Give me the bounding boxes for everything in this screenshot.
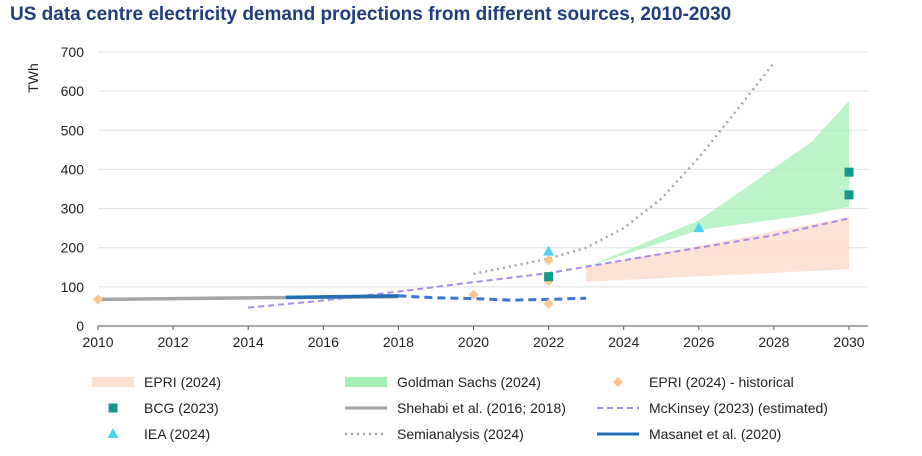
band-goldman-sachs-2024: [586, 100, 849, 268]
y-tick-label-100: 100: [61, 279, 85, 295]
y-tick-label-600: 600: [61, 83, 85, 99]
y-tick-label-700: 700: [61, 44, 85, 60]
x-tick-label-2012: 2012: [158, 334, 189, 350]
y-axis-label: TWh: [25, 63, 41, 93]
legend-label-6: IEA (2024): [144, 426, 210, 442]
legend-label-4: Shehabi et al. (2016; 2018): [397, 400, 566, 416]
x-tick-label-2024: 2024: [608, 334, 639, 350]
legend: EPRI (2024) Goldman Sachs (2024) EPRI (202…: [92, 374, 828, 442]
x-tick-label-2030: 2030: [833, 334, 864, 350]
x-tick-label-2022: 2022: [533, 334, 564, 350]
point-iea-0: [543, 245, 555, 256]
legend-label-2: EPRI (2024) - historical: [649, 374, 794, 390]
x-tick-label-2026: 2026: [683, 334, 714, 350]
legend-swatch-6: [107, 428, 119, 438]
chart-title: US data centre electricity demand projec…: [10, 4, 732, 25]
point-iea-1: [693, 222, 705, 233]
legend-label-7: Semianalysis (2024): [397, 426, 524, 442]
y-tick-label-0: 0: [76, 318, 84, 334]
x-tick-label-2010: 2010: [82, 334, 113, 350]
legend-label-1: Goldman Sachs (2024): [397, 374, 541, 390]
line-masanet: [285, 294, 399, 300]
x-tick-label-2020: 2020: [458, 334, 489, 350]
legend-label-0: EPRI (2024): [144, 374, 221, 390]
legend-swatch-0: [92, 377, 134, 387]
legend-swatch-3: [108, 403, 118, 413]
point-epri-historical-2: [543, 298, 554, 309]
point-epri-historical-1: [468, 289, 479, 300]
legend-swatch-2: [613, 377, 623, 387]
legend-label-5: McKinsey (2023) (estimated): [649, 400, 828, 416]
line-masanet-projection: [398, 294, 587, 302]
point-bcg-2: [844, 167, 854, 177]
legend-label-8: Masanet et al. (2020): [649, 426, 781, 442]
y-tick-label-300: 300: [61, 201, 85, 217]
legend-swatch-1: [345, 377, 387, 387]
x-tick-label-2018: 2018: [383, 334, 414, 350]
x-tick-label-2014: 2014: [233, 334, 264, 350]
x-tick-label-2028: 2028: [758, 334, 789, 350]
x-tick-label-2016: 2016: [308, 334, 339, 350]
y-tick-label-200: 200: [61, 240, 85, 256]
bands-layer: [586, 100, 849, 282]
y-tick-label-500: 500: [61, 122, 85, 138]
point-epri-historical-0: [93, 294, 103, 305]
point-epri-historical-4: [543, 255, 554, 266]
axes-layer: 0 100 200 300 400 500 600 700 2010 2012 2014 2016 20…: [61, 44, 868, 350]
point-bcg-1: [844, 190, 854, 200]
line-semianalysis: [473, 62, 775, 276]
point-bcg-0: [544, 272, 554, 282]
y-tick-label-400: 400: [61, 161, 85, 177]
legend-label-3: BCG (2023): [144, 400, 219, 416]
markers-layer: [93, 167, 854, 309]
